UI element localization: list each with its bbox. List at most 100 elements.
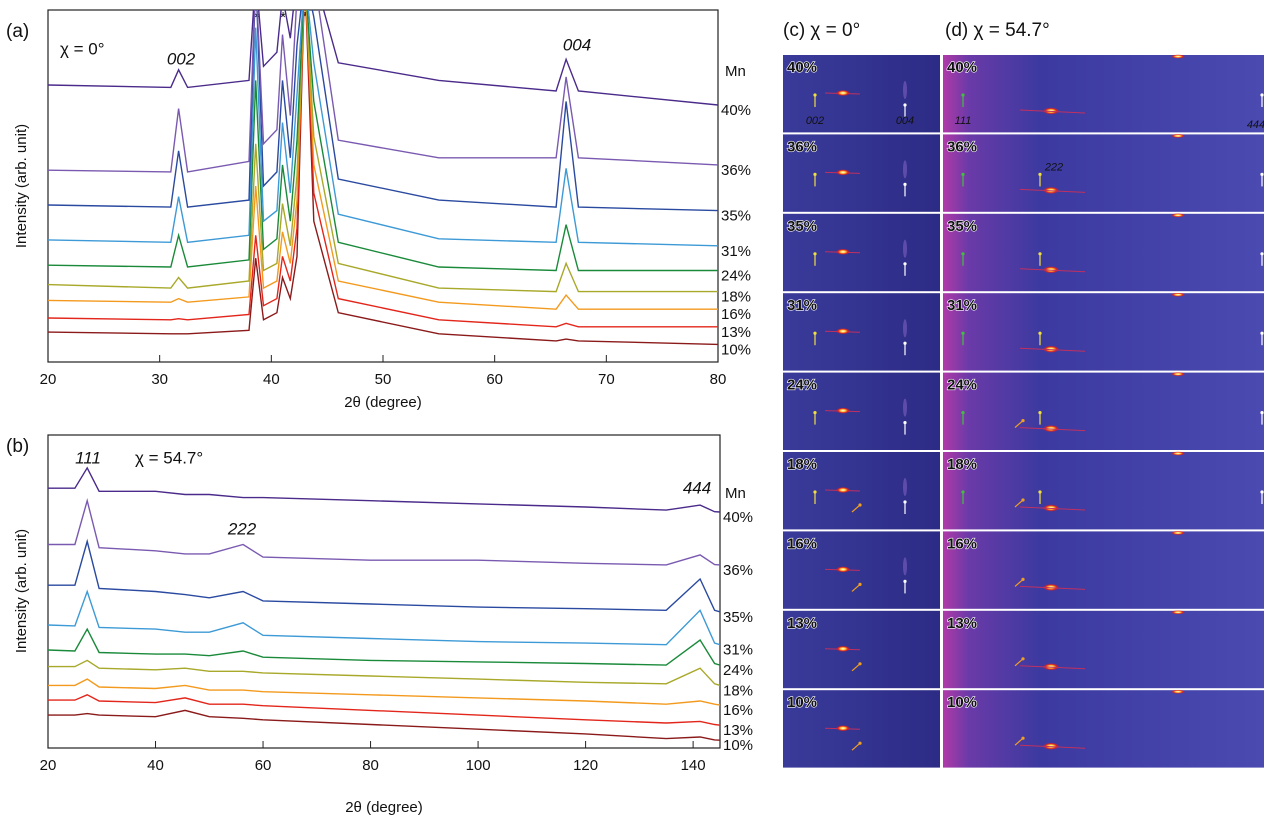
- image-d: [943, 690, 1264, 768]
- image-c: [783, 55, 940, 133]
- spectrum-line: [48, 709, 720, 741]
- arrow-label: 002: [806, 115, 824, 127]
- arrow-label: 222: [1044, 161, 1063, 173]
- arrow-head: [813, 172, 817, 176]
- row-label: 10%: [947, 694, 977, 711]
- x-tick-label: 120: [573, 757, 598, 774]
- arrow-head: [1021, 736, 1025, 740]
- spectrum-line: [48, 10, 718, 293]
- streak: [1019, 585, 1086, 590]
- series-label: 31%: [723, 642, 753, 659]
- image-d: [943, 452, 1264, 530]
- x-axis-label: 2θ (degree): [344, 394, 422, 411]
- annotation: *: [302, 9, 308, 26]
- image-d: [943, 213, 1264, 292]
- streak: [1019, 268, 1086, 273]
- image-d: [943, 531, 1264, 609]
- bragg-spot: [1171, 610, 1185, 615]
- row-label: 24%: [947, 377, 977, 394]
- series-label: 40%: [721, 102, 751, 119]
- streak: [1019, 427, 1086, 432]
- arrow-head: [1260, 331, 1264, 335]
- diffuse-spot: [903, 557, 907, 576]
- bragg-spot: [836, 407, 850, 414]
- row-label: 16%: [787, 535, 817, 552]
- row-label: 36%: [787, 138, 817, 155]
- y-axis-label: Intensity (arb. unit): [13, 529, 30, 653]
- row-label: 40%: [947, 59, 977, 76]
- bragg-spot: [1171, 451, 1185, 456]
- streak: [1019, 109, 1086, 114]
- bragg-spot: [1171, 133, 1185, 138]
- arrow-head: [858, 582, 862, 587]
- row-label: 13%: [947, 615, 977, 632]
- image-title: (c) χ = 0°: [783, 20, 860, 41]
- diffuse-spot: [903, 478, 907, 496]
- series-label: 36%: [721, 162, 751, 179]
- x-tick-label: 20: [40, 757, 57, 774]
- series-label: 35%: [721, 208, 751, 225]
- series-group: [48, 466, 720, 741]
- panel-label: (b): [6, 436, 29, 457]
- series-label: 13%: [721, 324, 751, 341]
- series-label: 10%: [721, 341, 751, 358]
- x-tick-label: 40: [263, 371, 280, 388]
- row-label: 31%: [947, 297, 977, 314]
- bragg-spot: [1171, 689, 1185, 694]
- image-title: (d) χ = 54.7°: [945, 20, 1050, 41]
- arrow-head: [858, 662, 862, 666]
- image-d: [943, 55, 1264, 133]
- row-label: 35%: [787, 218, 817, 235]
- annotation: 002: [167, 49, 196, 68]
- diffuse-spot: [903, 319, 907, 338]
- legend-title: Mn: [725, 63, 746, 80]
- bragg-spot: [836, 328, 850, 335]
- arrow-head: [813, 252, 817, 256]
- spectrum-line: [48, 627, 720, 666]
- x-tick-label: 140: [681, 757, 706, 774]
- image-c: [783, 134, 940, 212]
- arrow: [1014, 658, 1024, 667]
- image-c: [783, 690, 940, 768]
- arrow-head: [813, 331, 817, 335]
- arrow-head: [903, 421, 907, 425]
- arrow-head: [961, 331, 965, 335]
- y-axis-label: Intensity (arb. unit): [13, 124, 30, 248]
- panel-label: (a): [6, 21, 29, 42]
- bragg-spot: [1171, 372, 1185, 377]
- annotation: 444: [683, 478, 711, 497]
- diffuse-spot: [903, 239, 907, 258]
- row-label: 35%: [947, 218, 977, 235]
- bragg-spot: [836, 645, 850, 652]
- streak: [1019, 665, 1086, 670]
- bragg-spot: [836, 169, 850, 176]
- image-d: [943, 134, 1264, 212]
- spectrum-line: [48, 497, 720, 566]
- arrow: [1014, 499, 1024, 508]
- arrow-head: [1021, 657, 1025, 661]
- arrow-head: [1021, 498, 1025, 502]
- arrow-head: [858, 503, 862, 507]
- row-label: 40%: [787, 59, 817, 76]
- image-c: [783, 213, 940, 292]
- spectrum-line: [48, 589, 720, 646]
- detector-images: 40% 40% 36% 36% 35% 35% 31% 31% 24% 24% 18% 18% 16% 1…: [783, 54, 1264, 768]
- spectrum-line: [48, 10, 718, 212]
- arrow-label: 444: [1247, 119, 1264, 131]
- arrow-head: [858, 741, 862, 745]
- arrow-head: [1038, 490, 1042, 494]
- annotation: 222: [227, 519, 257, 538]
- bragg-spot: [836, 90, 850, 96]
- arrow-head: [903, 103, 907, 107]
- arrow-head: [813, 490, 817, 494]
- bragg-spot: [1171, 530, 1185, 535]
- bragg-spot: [836, 248, 850, 255]
- series-label: 35%: [723, 609, 753, 626]
- row-label: 18%: [947, 456, 977, 473]
- arrow-head: [1038, 252, 1042, 256]
- spectrum-line: [48, 10, 718, 310]
- series-label: 16%: [721, 306, 751, 323]
- row-label: 13%: [787, 615, 817, 632]
- arrow: [851, 742, 861, 751]
